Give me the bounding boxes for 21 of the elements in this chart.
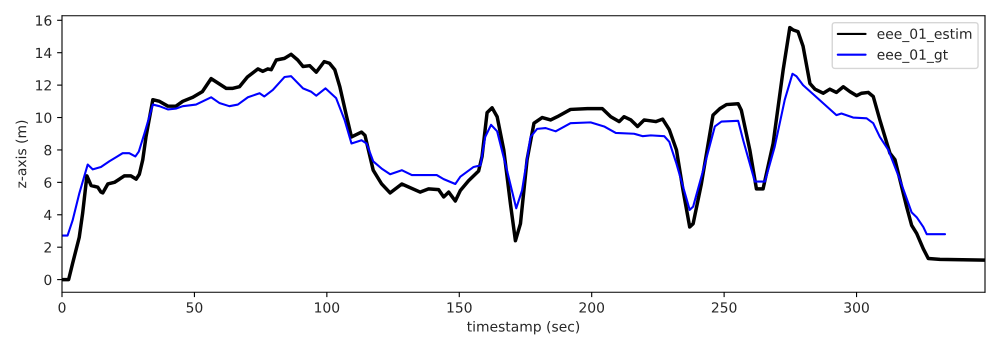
- x-tick-label: 150: [448, 302, 472, 313]
- y-tick-label: 12: [36, 80, 51, 90]
- y-tick-label: 10: [36, 112, 52, 124]
- y-tick-label: 4: [44, 210, 52, 220]
- y-tick-label: 6: [44, 177, 52, 188]
- line-series: [62, 72, 946, 237]
- legend-label: eee_01_estim: [877, 28, 972, 42]
- x-tick-label: 300: [844, 302, 869, 313]
- x-tick-label: 100: [315, 302, 340, 313]
- y-tick-label: 0: [44, 274, 52, 286]
- y-axis-title: z-axis (m): [16, 120, 28, 188]
- x-tick-label: 200: [579, 302, 604, 313]
- x-axis-title: timestamp (sec): [467, 320, 580, 334]
- y-tick-label: 8: [44, 144, 52, 156]
- y-tick-label: 2: [44, 242, 51, 252]
- x-tick-label: 0: [58, 302, 66, 313]
- y-tick-label: 14: [36, 48, 52, 58]
- x-tick-label: 250: [712, 302, 736, 313]
- x-tick-label: 50: [186, 302, 202, 313]
- y-tick-label: 16: [36, 15, 52, 26]
- legend-label: eee_01_gt: [877, 49, 948, 63]
